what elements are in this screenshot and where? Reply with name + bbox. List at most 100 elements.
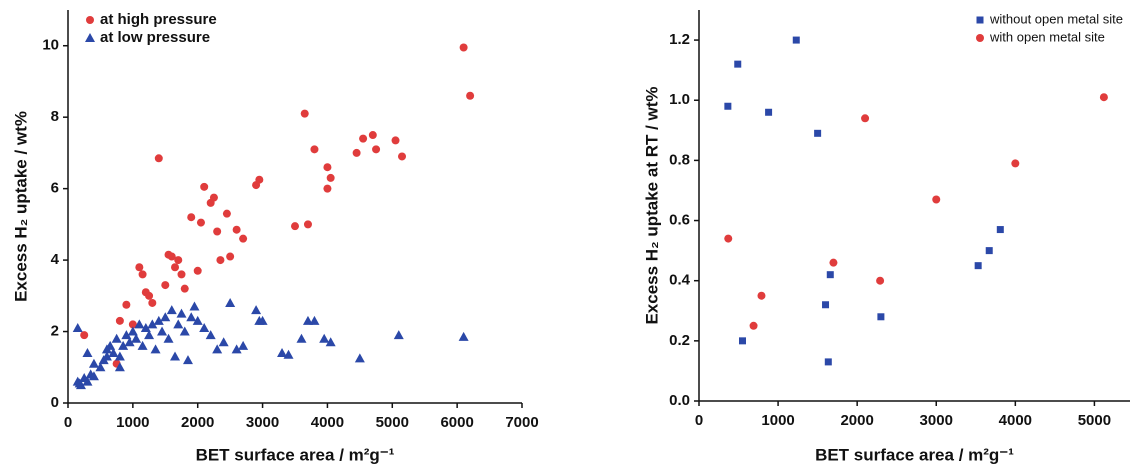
point (749, 321, 758, 330)
point (861, 114, 870, 123)
point (176, 308, 187, 318)
y-tick-label: 1.0 (669, 91, 690, 108)
point (826, 271, 834, 279)
point (829, 258, 838, 267)
point (154, 154, 163, 163)
point (319, 333, 330, 343)
point (757, 291, 766, 300)
point (734, 60, 742, 68)
y-tick-label: 0.6 (669, 212, 690, 229)
point (824, 358, 832, 366)
y-tick-label: 0.2 (669, 332, 690, 349)
point (325, 337, 336, 347)
point (196, 218, 205, 227)
point (163, 333, 174, 343)
point (257, 315, 268, 325)
legend-label: at high pressure (100, 11, 217, 28)
point (189, 301, 200, 311)
point (283, 349, 294, 359)
point (372, 145, 381, 154)
point (108, 347, 119, 357)
point (226, 252, 235, 261)
point (193, 266, 202, 275)
legend-marker (85, 33, 95, 42)
point (1099, 93, 1108, 102)
point (814, 129, 822, 137)
x-tick-label: 4000 (311, 414, 344, 431)
x-tick-label: 3000 (246, 414, 279, 431)
point (310, 145, 319, 154)
x-tick-label: 4000 (999, 412, 1032, 429)
point (161, 281, 170, 290)
point (391, 136, 400, 145)
point (359, 134, 368, 143)
point (222, 209, 231, 218)
point (147, 319, 158, 329)
point (186, 312, 197, 322)
point (148, 298, 157, 307)
point (72, 322, 83, 332)
point (398, 152, 407, 161)
point (82, 347, 93, 357)
x-tick-label: 5000 (1078, 412, 1111, 429)
point (205, 330, 216, 340)
point (765, 108, 773, 116)
point (192, 315, 203, 325)
point (218, 337, 229, 347)
point (932, 195, 941, 204)
point (160, 312, 171, 322)
y-tick-label: 2 (51, 323, 59, 340)
point (118, 340, 129, 350)
point (251, 305, 262, 315)
point (80, 331, 89, 340)
point (135, 263, 144, 272)
point (1011, 159, 1020, 168)
point (996, 226, 1004, 234)
point (199, 322, 210, 332)
point (187, 213, 196, 222)
legend-label: at low pressure (100, 29, 210, 46)
legend-label: with open metal site (989, 29, 1105, 44)
x-tick-label: 0 (64, 414, 72, 431)
point (105, 340, 116, 350)
point (122, 300, 131, 309)
point (458, 331, 469, 341)
point (121, 330, 132, 340)
point (724, 102, 732, 110)
point (150, 344, 161, 354)
y-tick-label: 0.0 (669, 392, 690, 409)
point (459, 43, 468, 52)
point (180, 284, 189, 293)
point (88, 371, 99, 381)
legend-marker (86, 16, 94, 24)
point (393, 330, 404, 340)
point (114, 351, 125, 361)
point (323, 163, 332, 172)
x-tick-label: 2000 (840, 412, 873, 429)
point (145, 291, 154, 300)
x-tick-label: 1000 (116, 414, 149, 431)
point (157, 326, 168, 336)
x-tick-label: 3000 (920, 412, 953, 429)
point (111, 333, 122, 343)
point (300, 109, 309, 118)
legend-marker (976, 34, 984, 42)
point (974, 262, 982, 270)
point (238, 340, 249, 350)
point (225, 297, 236, 307)
point (140, 322, 151, 332)
point (239, 234, 248, 243)
point (173, 319, 184, 329)
y-tick-label: 0.8 (669, 151, 690, 168)
point (877, 313, 885, 321)
point (209, 193, 218, 202)
point (792, 36, 800, 44)
x-tick-label: 2000 (181, 414, 214, 431)
point (368, 131, 377, 140)
x-tick-label: 0 (695, 412, 703, 429)
y-tick-label: 1.2 (669, 31, 690, 48)
point (291, 222, 299, 231)
y-tick-label: 10 (42, 37, 59, 54)
point (138, 270, 147, 279)
point (212, 344, 223, 354)
